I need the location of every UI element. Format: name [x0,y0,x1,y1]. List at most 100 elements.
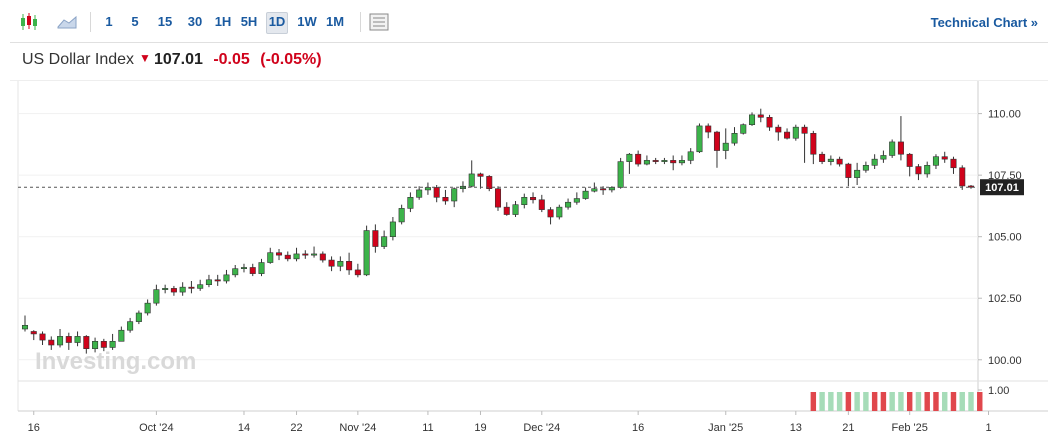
candle-body [547,209,554,218]
candle-body [810,133,817,155]
candle-body [731,133,738,144]
candle-body [363,230,370,276]
timeframe-1[interactable]: 1 [105,14,113,29]
candle-body [565,201,572,208]
volume-bar [889,392,895,411]
candle-body [967,185,975,188]
candle-body [635,153,642,165]
x-tick-label: Oct '24 [139,422,174,434]
timeframe-15[interactable]: 15 [157,14,173,29]
y-tick-label: 105.00 [988,232,1022,244]
candle-body [889,141,896,156]
volume-bar [819,392,825,411]
volume-bar [845,392,852,411]
candle-body [302,253,309,256]
volume-bar [950,392,957,411]
timeframe-5[interactable]: 5 [131,14,139,29]
candle-body [240,267,247,269]
candle-body [538,199,545,210]
candle-body [451,188,458,202]
candle-body [792,126,799,139]
candle-body [337,261,344,267]
candle-body [346,261,353,271]
chart-area[interactable]: Investing.com 110.00 107.50 105.00 102.50 10… [10,80,1048,441]
x-tick-label: 16 [632,422,644,434]
candle-body [372,230,379,247]
candle-body [205,279,212,285]
candle-body [442,197,449,202]
instrument-name: US Dollar Index [22,51,135,68]
x-tick-label: 1 [985,422,991,434]
candle-body [39,333,46,341]
candle-body [407,197,414,209]
candle-body [766,117,773,128]
candle-body [153,289,160,304]
candle-body [57,336,64,346]
last-price-label: 107.01 [985,182,1019,194]
indicators-icon[interactable] [368,11,390,33]
candle-body [705,125,712,133]
instrument-header: US Dollar Index ▼ 107.01 -0.05 (-0.05%) [22,51,322,69]
timeframe-1h[interactable]: 1H [214,14,232,29]
volume-bar [898,392,904,411]
timeframe-1m[interactable]: 1M [325,14,345,29]
candle-body [670,160,677,164]
candle-body [267,252,274,263]
x-tick-label: 22 [290,422,302,434]
candle-body [188,286,195,289]
y-tick-label: 107.50 [988,170,1022,182]
x-tick-label: 11 [422,422,433,434]
candle-body [617,161,624,188]
candle-body [389,221,396,237]
timeframe-1w[interactable]: 1W [297,14,317,29]
candle-body [48,339,55,346]
candle-body [223,274,230,282]
candle-body [819,153,826,162]
candle-body [959,167,966,187]
candle-body [30,331,37,335]
candle-body [512,204,519,215]
area-chart-icon[interactable] [56,11,78,33]
candle-body [311,253,318,256]
timeframe-5h[interactable]: 5H [240,14,258,29]
technical-chart-link[interactable]: Technical Chart » [930,15,1038,30]
volume-bar [968,392,974,411]
volume-bar [977,392,983,411]
candle-body [556,206,563,218]
candle-body [924,165,931,175]
volume-tick-label: 1.00 [988,385,1009,397]
candle-body [92,341,99,349]
volume-bar [836,392,843,411]
candle-body [170,288,177,293]
candle-body [941,156,948,160]
price-change: -0.05 [213,51,250,68]
volume-bar [810,392,817,411]
candle-body [100,341,107,348]
candle-body [354,269,361,276]
candle-body [293,253,300,260]
candlestick-chart[interactable]: Investing.com 110.00 107.50 105.00 102.50 10… [10,81,1048,441]
volume-bar [915,392,922,411]
watermark: Investing.com [35,348,196,375]
x-tick-label: 13 [790,422,802,434]
candle-body [626,153,633,162]
candlestick-icon[interactable] [18,11,40,33]
timeframe-30[interactable]: 30 [187,14,203,29]
candle-body [722,142,729,151]
x-tick-label: Jan '25 [708,422,743,434]
candle-body [284,254,291,260]
candle-body [21,325,29,330]
candle-body [83,336,90,349]
timeframe-1d[interactable]: 1D [266,12,288,34]
candle-body [854,169,861,178]
y-tick-label: 102.50 [988,293,1022,305]
volume-bar [959,392,965,411]
toolbar-divider [90,12,91,32]
candle-body [608,187,615,191]
candle-body [827,158,834,162]
candle-body [643,160,650,165]
candle-body [801,126,808,134]
candle-body [503,206,510,215]
x-tick-label: Feb '25 [892,422,928,434]
x-tick-label: 14 [238,422,250,434]
